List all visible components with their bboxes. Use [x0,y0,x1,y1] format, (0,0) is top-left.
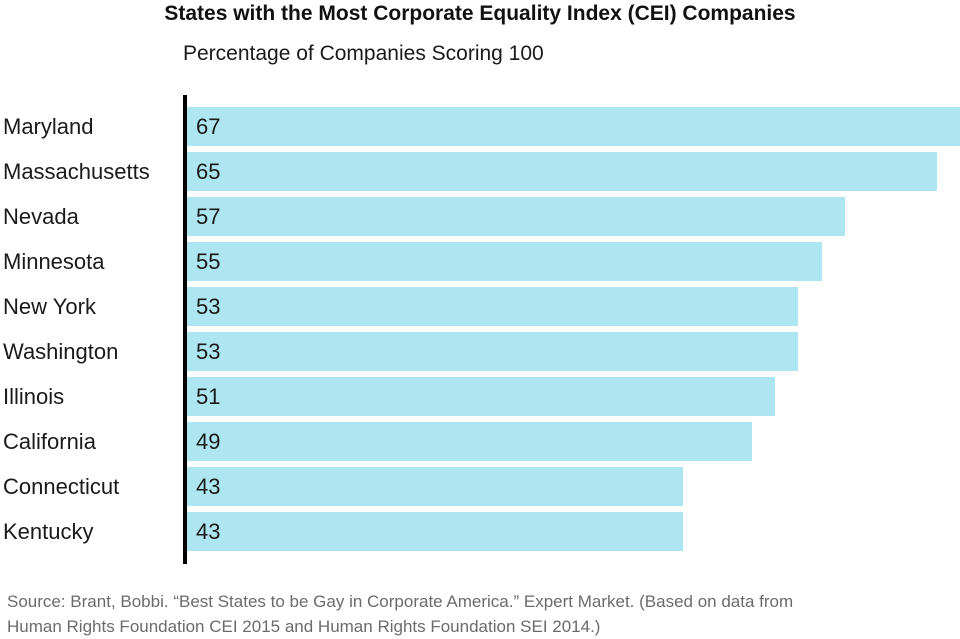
category-label: California [3,428,96,454]
bar-area: 57 [187,197,960,236]
chart-title: States with the Most Corporate Equality … [164,2,796,25]
category-label: Kentucky [3,518,94,544]
bar-area: 49 [187,422,960,461]
value-label: 53 [196,338,221,364]
bar-area: 65 [187,152,960,191]
category-label: Illinois [3,383,65,409]
bar: 55 [187,242,822,281]
bar: 43 [187,512,684,551]
value-label: 53 [196,293,221,319]
bar-row: Illinois 51 [0,374,960,419]
category-label: Nevada [3,203,79,229]
bar-row: Massachusetts 65 [0,149,960,194]
bar: 57 [187,197,845,236]
bar: 65 [187,152,937,191]
source-note: Source: Brant, Bobbi. “Best States to be… [7,589,955,639]
value-label: 55 [196,248,221,274]
category-label: Minnesota [3,248,105,274]
bar-row: New York 53 [0,284,960,329]
category-label: Connecticut [3,473,120,499]
y-axis-line [183,95,187,564]
bar-row: California 49 [0,419,960,464]
bar-area: 43 [187,467,960,506]
bar-row: Connecticut 43 [0,464,960,509]
bar-row: Minnesota 55 [0,239,960,284]
value-label: 67 [196,113,221,139]
bar-area: 43 [187,512,960,551]
chart-subtitle: Percentage of Companies Scoring 100 [183,42,544,65]
value-label: 65 [196,158,221,184]
category-label: Maryland [3,113,94,139]
bar: 53 [187,287,799,326]
bar-row: Maryland 67 [0,104,960,149]
bar-row: Nevada 57 [0,194,960,239]
bar-area: 51 [187,377,960,416]
category-label: New York [3,293,96,319]
value-label: 57 [196,203,221,229]
value-label: 49 [196,428,221,454]
bar-area: 53 [187,287,960,326]
bar-row: Kentucky 43 [0,509,960,554]
value-label: 43 [196,518,221,544]
bar: 43 [187,467,684,506]
bar: 53 [187,332,799,371]
source-line: Human Rights Foundation CEI 2015 and Hum… [7,617,601,636]
bar: 67 [187,107,960,146]
bar-rows: Maryland 67 Massachusetts 65 Nevada 57 Minneso… [0,104,960,554]
value-label: 43 [196,473,221,499]
bar-area: 55 [187,242,960,281]
bar-chart: Maryland 67 Massachusetts 65 Nevada 57 Minneso… [0,95,960,564]
bar-area: 53 [187,332,960,371]
bar-area: 67 [187,107,960,146]
category-label: Massachusetts [3,158,150,184]
bar-row: Washington 53 [0,329,960,374]
bar: 51 [187,377,776,416]
bar: 49 [187,422,753,461]
source-line: Source: Brant, Bobbi. “Best States to be… [7,592,794,611]
category-label: Washington [3,338,119,364]
value-label: 51 [196,383,221,409]
